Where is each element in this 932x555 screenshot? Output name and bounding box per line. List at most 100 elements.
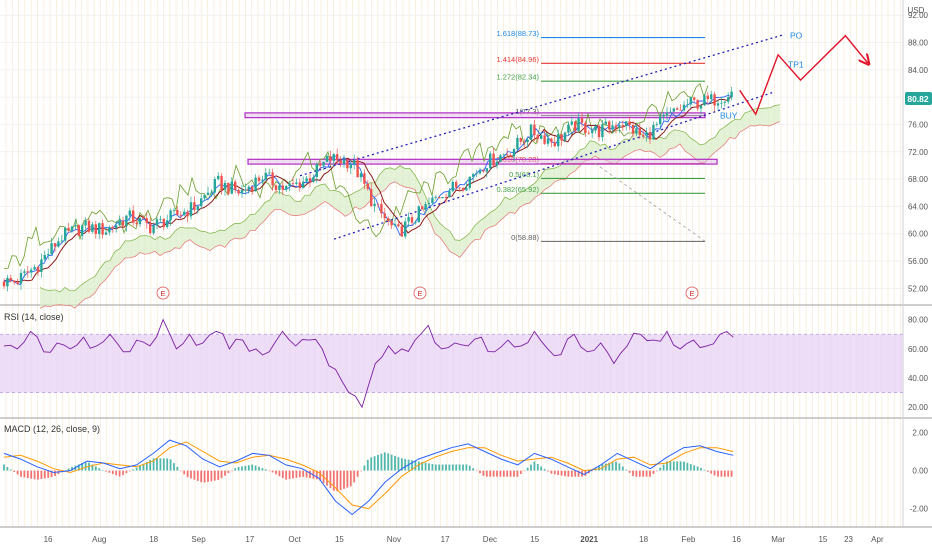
time-axis-tick: Aug: [92, 535, 106, 544]
candle-body: [489, 153, 492, 169]
candle-body: [468, 176, 471, 188]
macd-legend[interactable]: MACD (12, 26, close, 9): [4, 424, 100, 434]
macd-histogram-bar: [220, 470, 223, 479]
macd-axis-tick: -2.00: [910, 505, 929, 514]
candle-body: [383, 213, 386, 219]
macd-histogram-bar: [479, 470, 481, 474]
candle-body: [278, 185, 281, 191]
macd-histogram-bar: [64, 470, 67, 471]
candle-body: [220, 175, 223, 190]
candle-body: [635, 128, 638, 134]
macd-histogram-bar: [230, 470, 233, 472]
rsi-axis[interactable]: 80.00 60.00 40.00 20.00: [908, 316, 929, 413]
macd-histogram-bar: [105, 470, 107, 472]
rsi-axis-tick: 20.00: [908, 403, 929, 412]
candle-body: [444, 197, 448, 198]
candle-body: [594, 125, 597, 131]
span-b-line: [39, 121, 781, 309]
time-axis-tick: 15: [335, 535, 344, 544]
macd-histogram-bar: [730, 470, 733, 477]
time-axis-tick: Oct: [288, 535, 301, 544]
macd-histogram-bar: [6, 466, 9, 471]
time-axis-tick: Mar: [771, 535, 785, 544]
macd-histogram-bar: [353, 470, 356, 483]
macd-histogram-bar: [404, 459, 407, 471]
candle-body: [125, 215, 128, 226]
candle-body: [26, 271, 29, 273]
macd-histogram-bar: [275, 470, 277, 475]
candle-body: [257, 177, 261, 181]
macd-histogram-bar: [434, 464, 437, 471]
fib-level-label: 0.382(65.92): [496, 185, 539, 194]
macd-histogram-bar: [84, 461, 87, 471]
macd-histogram-bar: [295, 470, 298, 478]
candle-body: [53, 243, 57, 247]
macd-histogram-bar: [448, 464, 451, 471]
macd-histogram-bar: [564, 470, 566, 477]
macd-histogram-bar: [244, 465, 247, 471]
candle-body: [261, 179, 264, 181]
candle-body: [424, 204, 427, 210]
macd-histogram-bar: [700, 468, 702, 471]
candle-body: [642, 135, 645, 136]
macd-histogram-bar: [380, 453, 383, 471]
macd-histogram-bar: [251, 464, 254, 471]
macd-histogram-bar: [271, 470, 274, 473]
candle-body: [448, 191, 451, 198]
candle-body: [407, 217, 410, 222]
candle-body: [710, 94, 713, 100]
candle-body: [417, 206, 420, 223]
macd-histogram-bar: [285, 470, 288, 480]
candle-body: [359, 173, 363, 178]
fib-level-label: 0(58.88): [511, 233, 539, 242]
candle-body: [135, 222, 138, 225]
macd-histogram-bar: [193, 470, 196, 480]
macd-histogram-bar: [176, 466, 179, 471]
macd-axis[interactable]: 2.00 0.00 -2.00: [910, 428, 929, 513]
candle-body: [274, 185, 278, 191]
candle-body: [264, 172, 267, 180]
candle-body: [121, 220, 125, 226]
candle-body: [98, 223, 101, 234]
trend-channel[interactable]: [299, 33, 786, 242]
macd-histogram-bar: [638, 470, 641, 477]
price-axis[interactable]: 92.0088.0084.0080.0076.0072.0068.0064.00…: [908, 11, 929, 293]
macd-panel: [3, 439, 734, 516]
projection-path[interactable]: [739, 34, 868, 116]
last-price-label: 80.82: [907, 94, 929, 104]
macd-histogram-bar: [278, 470, 281, 477]
candle-body: [461, 187, 465, 191]
earnings-marker-label: E: [417, 289, 422, 298]
macd-histogram-bar: [543, 468, 546, 471]
candle-body: [492, 153, 495, 166]
candle-body: [94, 224, 97, 234]
candle-body: [240, 189, 244, 194]
macd-histogram-bar: [366, 459, 369, 471]
candle-body: [81, 225, 84, 236]
macd-histogram-bar: [145, 461, 148, 471]
macd-axis-tick: 0.00: [912, 467, 928, 476]
rsi-legend[interactable]: RSI (14, close): [4, 312, 64, 322]
macd-histogram-bar: [693, 465, 696, 471]
candle-body: [33, 267, 36, 270]
candle-body: [523, 141, 526, 143]
macd-histogram-bar: [662, 464, 665, 471]
macd-histogram-bar: [451, 464, 454, 471]
macd-histogram-bar: [37, 470, 39, 480]
candle-body: [370, 188, 373, 207]
time-axis-tick: Sep: [191, 535, 206, 544]
candle-body: [47, 254, 50, 256]
time-axis-tick: 15: [818, 535, 827, 544]
candle-body: [84, 220, 87, 226]
candle-body: [686, 104, 689, 106]
candle-body: [410, 217, 414, 223]
rsi-line: [3, 318, 734, 409]
time-axis[interactable]: 16 Aug 18 Sep 17 Oct 15 Nov 17 Dec 15 2021 18 Feb 16 Ma…: [44, 535, 884, 544]
price-axis-tick: 92.00: [908, 11, 929, 20]
candle-body: [57, 241, 60, 247]
candle-body: [291, 183, 295, 185]
macd-histogram-bar: [125, 470, 128, 474]
